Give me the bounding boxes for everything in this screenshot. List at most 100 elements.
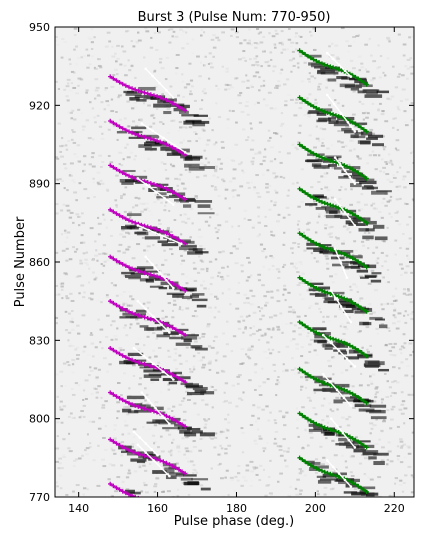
emission-streak [321,388,337,392]
noise-speck [317,88,322,91]
noise-speck [217,88,221,91]
noise-speck [75,156,79,159]
left-track-point [167,143,172,149]
noise-speck [374,396,378,399]
noise-speck [341,145,345,148]
emission-streak [372,143,385,147]
noise-speck [381,158,384,161]
emission-streak [130,316,143,319]
noise-speck [386,178,391,181]
noise-speck [295,42,299,45]
fit-point [344,312,348,316]
right-track-point [358,172,364,177]
noise-speck [395,381,400,384]
noise-speck [178,306,182,309]
noise-speck [294,267,298,270]
left-track-point [182,379,188,385]
noise-speck [279,445,283,448]
noise-speck [92,177,95,180]
emission-streak [308,428,322,432]
noise-speck [65,95,69,98]
noise-speck [138,383,142,386]
noise-speck [78,292,81,295]
noise-speck [287,213,291,216]
noise-speck [182,139,186,142]
emission-streak [316,119,327,123]
noise-speck [240,270,244,273]
noise-speck [243,301,247,304]
noise-speck [165,429,170,432]
noise-speck [75,199,78,202]
noise-speck [372,424,377,427]
noise-speck [371,311,376,314]
noise-speck [319,127,323,130]
noise-speck [176,446,181,449]
noise-speck [80,56,84,59]
noise-speck [81,241,86,244]
left-track-point [176,148,182,154]
noise-speck [195,140,198,143]
noise-speck [156,267,159,270]
noise-speck [390,408,394,411]
noise-speck [299,237,302,240]
noise-speck [81,222,85,225]
noise-speck [119,233,123,236]
noise-speck [256,42,260,45]
left-track-point [182,241,188,246]
noise-speck [386,97,390,100]
noise-speck [159,61,162,64]
noise-speck [277,84,282,87]
noise-speck [378,494,381,497]
noise-speck [221,31,226,34]
noise-speck [208,117,211,120]
noise-speck [91,165,96,168]
noise-speck [227,126,230,129]
noise-speck [288,306,293,309]
noise-speck [394,211,399,214]
noise-speck [66,209,71,212]
right-track-point [316,467,322,472]
left-track-point [145,315,150,321]
noise-speck [364,473,368,476]
noise-speck [226,274,230,277]
noise-speck [285,411,289,414]
right-track-point [344,388,350,394]
noise-speck [181,220,185,223]
noise-speck [267,184,272,187]
right-track-point [322,200,327,206]
noise-speck [118,118,122,121]
noise-speck [84,397,88,400]
noise-speck [349,285,352,288]
noise-speck [132,120,136,123]
noise-speck [245,315,249,318]
emission-streak [134,409,152,413]
right-track-point [361,80,367,85]
noise-speck [389,427,393,430]
noise-speck [282,370,285,373]
noise-speck [237,464,241,467]
noise-speck [127,472,132,475]
noise-speck [106,370,110,373]
left-track-point [167,323,172,329]
noise-speck [179,374,184,377]
left-track-point [161,185,166,190]
right-track-point [302,99,308,104]
emission-streak [124,179,138,183]
noise-speck [77,215,81,218]
noise-speck [225,469,229,472]
right-track-point [356,170,361,175]
noise-speck [145,429,148,432]
noise-speck [271,264,275,267]
left-track-point [133,87,138,92]
noise-speck [65,204,70,207]
noise-speck [249,289,253,292]
noise-speck [282,293,285,296]
noise-speck [154,483,158,486]
noise-speck [340,148,343,151]
noise-speck [225,428,228,431]
noise-speck [62,438,66,441]
emission-streak [374,318,385,321]
noise-speck [97,183,102,186]
noise-speck [386,458,390,461]
noise-speck [203,174,207,177]
